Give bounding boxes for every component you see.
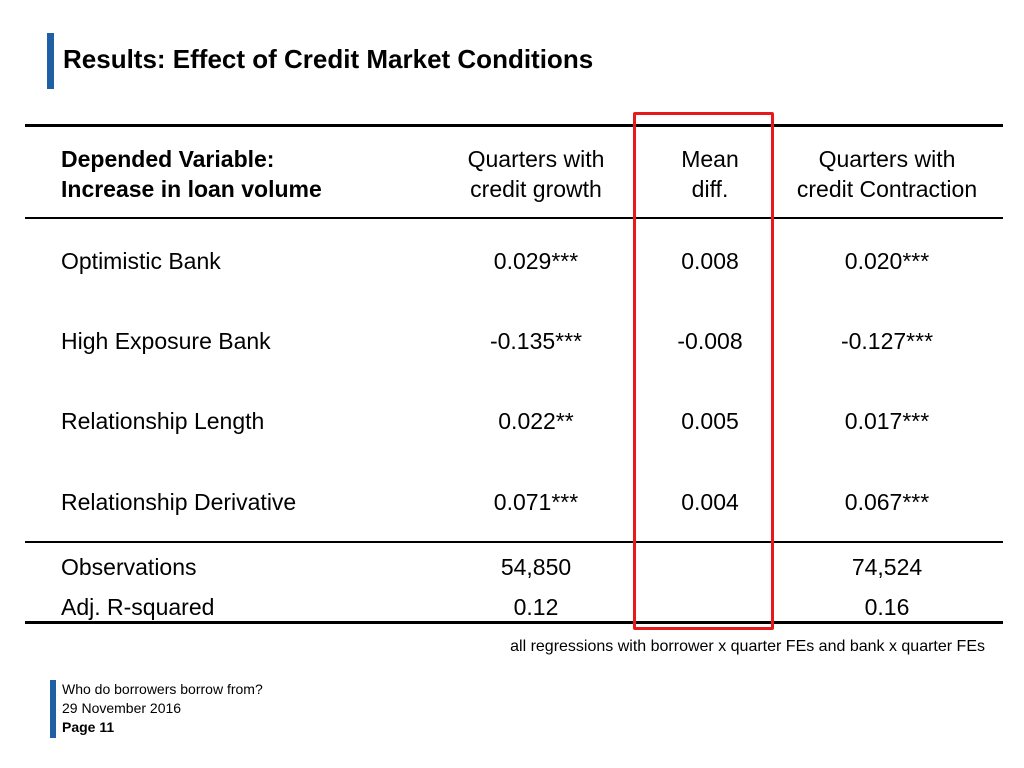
- row-label: Relationship Derivative: [61, 489, 297, 515]
- row-value-contraction: 0.020***: [844, 248, 930, 274]
- row-label: High Exposure Bank: [61, 328, 271, 354]
- header-label-line2: Increase in loan volume: [61, 176, 322, 202]
- stats-label: Observations: [61, 554, 197, 580]
- footer-date: 29 November 2016: [62, 700, 182, 716]
- row-value-mean-diff: -0.008: [677, 328, 743, 354]
- row-value-growth: -0.135***: [489, 328, 583, 354]
- table-header-rule: [25, 217, 1003, 219]
- footer-accent-bar: [50, 680, 56, 738]
- title-accent-bar: [47, 33, 54, 89]
- footer-presentation-title: Who do borrowers borrow from?: [62, 681, 263, 697]
- table-bottom-rule: [25, 621, 1003, 624]
- row-value-contraction: 0.017***: [844, 408, 930, 434]
- row-label: Optimistic Bank: [61, 248, 221, 274]
- row-value-growth: 0.029***: [493, 248, 579, 274]
- table-stats-rule: [25, 541, 1003, 543]
- row-value-contraction: -0.127***: [840, 328, 934, 354]
- stats-value-contraction: 0.16: [864, 594, 910, 620]
- footer: Who do borrowers borrow from? 29 Novembe…: [62, 680, 263, 737]
- row-value-mean-diff: 0.008: [681, 248, 739, 274]
- header-col2-line1: Mean: [681, 146, 739, 172]
- row-value-contraction: 0.067***: [844, 489, 930, 515]
- mean-diff-highlight-box: [633, 112, 774, 630]
- header-col2-line2: diff.: [691, 176, 729, 202]
- header-col3-line1: Quarters with: [818, 146, 956, 172]
- header-col1-line2: credit growth: [470, 176, 602, 202]
- slide-title: Results: Effect of Credit Market Conditi…: [63, 44, 594, 74]
- stats-value-contraction: 74,524: [851, 554, 923, 580]
- row-value-mean-diff: 0.005: [681, 408, 739, 434]
- page-number: Page 11: [62, 719, 115, 735]
- row-value-mean-diff: 0.004: [681, 489, 739, 515]
- row-value-growth: 0.022**: [498, 408, 574, 434]
- header-col1-line1: Quarters with: [467, 146, 605, 172]
- stats-value-growth: 54,850: [500, 554, 572, 580]
- table-top-rule: [25, 124, 1003, 127]
- header-label-line1: Depended Variable:: [61, 146, 275, 172]
- row-label: Relationship Length: [61, 408, 265, 434]
- stats-value-growth: 0.12: [513, 594, 559, 620]
- header-col3-line2: credit Contraction: [796, 176, 978, 202]
- stats-label: Adj. R-squared: [61, 594, 215, 620]
- row-value-growth: 0.071***: [493, 489, 579, 515]
- regression-note: all regressions with borrower x quarter …: [510, 638, 985, 655]
